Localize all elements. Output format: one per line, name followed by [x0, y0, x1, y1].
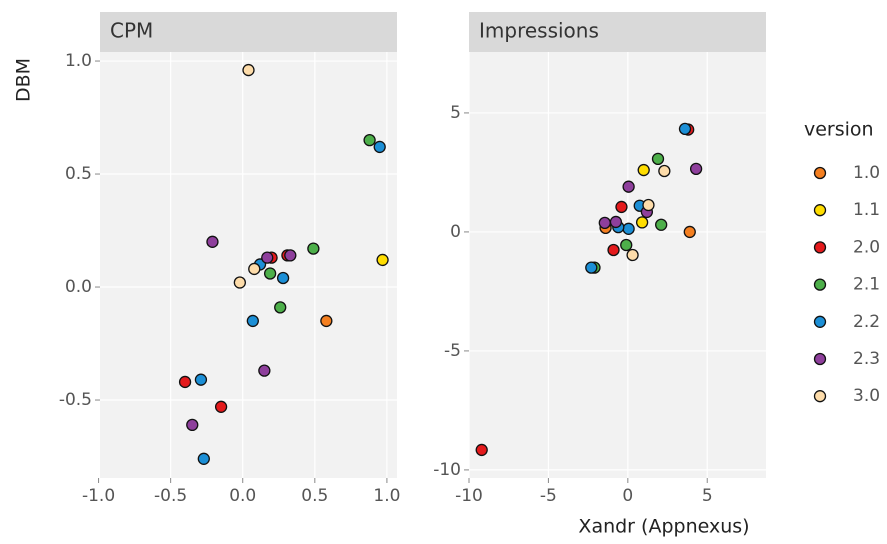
y-tick-label: -10	[433, 460, 461, 480]
y-tick-label: 0.0	[65, 277, 92, 297]
point	[635, 216, 649, 229]
legend-label: 3.0	[853, 386, 880, 406]
point	[274, 301, 287, 314]
legend-key	[813, 315, 827, 328]
point	[363, 133, 376, 147]
y-tick-label: -5	[444, 341, 461, 361]
point	[376, 253, 389, 267]
point	[248, 262, 261, 276]
point	[214, 400, 228, 413]
point	[263, 267, 277, 280]
point	[689, 162, 703, 176]
legend-label: 2.1	[853, 275, 880, 295]
x-tick-label: -10	[455, 486, 483, 506]
y-tick-label: 0.5	[65, 164, 92, 184]
point	[620, 238, 633, 252]
point	[475, 443, 488, 457]
x-tick-label: -0.5	[154, 486, 187, 506]
point	[637, 163, 650, 177]
legend-title: version	[804, 119, 874, 141]
point	[683, 225, 696, 239]
y-tick-label: 0	[450, 222, 461, 242]
point	[186, 418, 199, 432]
point	[615, 200, 628, 214]
point	[658, 164, 671, 178]
strip	[100, 12, 397, 52]
x-tick-label: 1.0	[373, 486, 400, 506]
legend-label: 2.0	[853, 237, 880, 257]
legend-label: 1.0	[853, 163, 880, 183]
point	[261, 251, 274, 264]
x-tick-label: -5	[540, 486, 557, 506]
point	[258, 364, 271, 377]
x-tick-label: 5	[702, 486, 713, 506]
legend-key	[813, 204, 827, 217]
legend-key	[813, 278, 827, 291]
y-tick-label: 5	[450, 103, 461, 123]
point	[626, 248, 639, 262]
x-tick-label: -1.0	[82, 486, 115, 506]
point	[178, 375, 192, 389]
point	[651, 152, 665, 166]
point	[607, 243, 620, 257]
point	[307, 242, 320, 255]
y-tick-label: -0.5	[59, 390, 92, 410]
point	[276, 271, 290, 285]
point	[284, 249, 297, 262]
point	[678, 122, 692, 136]
panel	[469, 52, 766, 478]
point	[246, 314, 259, 328]
point	[194, 373, 208, 386]
x-axis-label: Xandr (Appnexus)	[578, 516, 749, 538]
point	[373, 140, 386, 154]
y-axis-label: DBM	[13, 58, 35, 102]
legend-key	[813, 166, 827, 180]
point	[598, 216, 611, 230]
legend-key	[813, 241, 827, 254]
point	[655, 218, 668, 231]
x-tick-label: 0.0	[229, 486, 256, 506]
point	[622, 180, 635, 193]
point	[585, 261, 598, 274]
panel-title: Impressions	[479, 19, 599, 43]
point	[206, 235, 219, 248]
legend-label: 2.3	[853, 349, 880, 369]
x-tick-label: 0	[622, 486, 633, 506]
point	[609, 215, 623, 229]
point	[197, 452, 210, 465]
point	[242, 63, 255, 77]
point	[320, 314, 333, 328]
panel	[100, 52, 397, 478]
legend-label: 2.2	[853, 312, 880, 332]
legend-key	[813, 390, 827, 403]
y-tick-label: 1.0	[65, 51, 92, 71]
point	[233, 276, 246, 289]
legend-key	[813, 352, 827, 366]
legend-label: 1.1	[853, 200, 880, 220]
point	[622, 222, 635, 235]
x-tick-label: 0.5	[301, 486, 328, 506]
panel-title: CPM	[110, 19, 153, 43]
point	[642, 198, 655, 212]
strip	[469, 12, 766, 52]
